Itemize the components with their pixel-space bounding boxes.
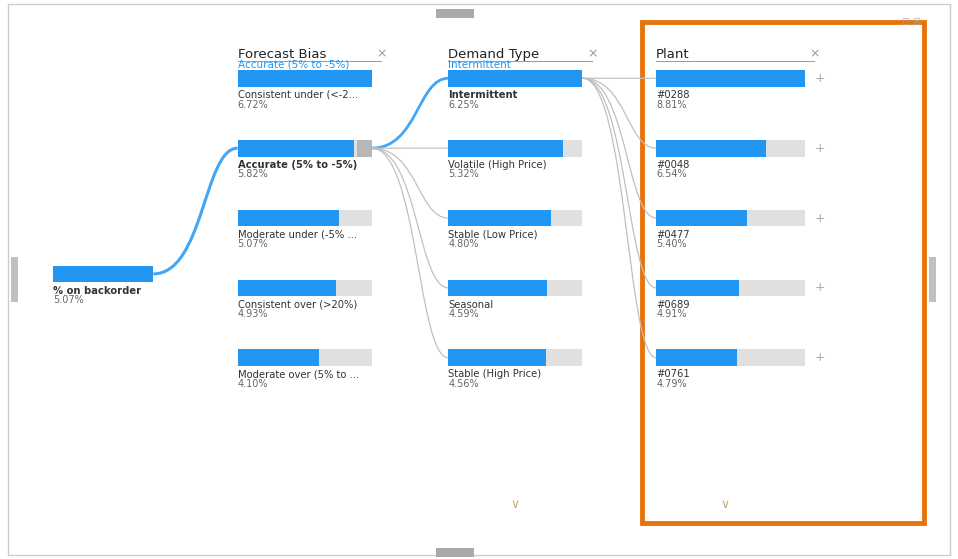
Text: Intermittent: Intermittent [448,90,517,100]
Bar [929,257,936,302]
Text: 4.59%: 4.59% [448,309,479,319]
Text: Moderate under (-5% ...: Moderate under (-5% ... [238,230,356,240]
Text: +: + [814,351,825,364]
Bar [656,140,805,157]
Bar [238,210,339,226]
Bar [656,349,805,366]
Bar [238,70,372,87]
Text: 5.40%: 5.40% [656,239,687,249]
FancyBboxPatch shape [8,4,950,555]
Bar [656,70,805,87]
Text: #0477: #0477 [656,230,690,240]
Bar [238,210,372,226]
Text: 5.07%: 5.07% [53,295,83,305]
Text: ∨: ∨ [511,498,520,511]
Text: Stable (High Price): Stable (High Price) [448,369,541,380]
Text: 5.82%: 5.82% [238,169,268,179]
Text: #0048: #0048 [656,160,690,170]
Bar [448,140,562,157]
Text: +: + [814,281,825,295]
Bar [656,210,747,226]
Bar [53,266,153,282]
Bar [448,349,546,366]
Text: Demand Type: Demand Type [448,48,539,60]
Text: ☐ ☒: ☐ ☒ [902,18,922,27]
Text: 4.56%: 4.56% [448,379,479,389]
Text: 8.81%: 8.81% [656,100,687,110]
Bar [656,140,766,157]
Text: 5.07%: 5.07% [238,239,268,249]
Text: #0288: #0288 [656,90,690,100]
Text: Moderate over (5% to ...: Moderate over (5% to ... [238,369,359,380]
Text: Consistent under (<-2...: Consistent under (<-2... [238,90,358,100]
Text: Stable (Low Price): Stable (Low Price) [448,230,537,240]
Text: % on backorder: % on backorder [53,286,141,296]
Text: 4.91%: 4.91% [656,309,687,319]
Text: ×: × [587,48,598,60]
Bar [656,349,737,366]
Text: #0689: #0689 [656,300,690,310]
Bar [448,349,582,366]
Text: 4.79%: 4.79% [656,379,687,389]
Text: Plant: Plant [656,48,690,60]
Text: Seasonal: Seasonal [448,300,493,310]
Text: 6.25%: 6.25% [448,100,479,110]
Bar [448,140,582,157]
Bar [448,210,552,226]
Bar [238,280,336,296]
Text: Intermittent: Intermittent [448,60,512,70]
Bar [436,548,474,557]
Text: 4.93%: 4.93% [238,309,268,319]
Text: +: + [814,141,825,155]
Text: 6.54%: 6.54% [656,169,687,179]
Text: Accurate (5% to -5%): Accurate (5% to -5%) [238,160,356,170]
Bar [656,70,805,87]
Bar [448,70,582,87]
Bar [357,140,372,157]
Text: 4.10%: 4.10% [238,379,268,389]
Bar [656,210,805,226]
Bar [11,257,18,302]
Bar [656,280,739,296]
Text: Consistent over (>20%): Consistent over (>20%) [238,300,356,310]
Bar [238,70,372,87]
Text: 6.72%: 6.72% [238,100,268,110]
Text: Volatile (High Price): Volatile (High Price) [448,160,547,170]
Bar [53,266,153,282]
Text: ×: × [810,48,820,60]
Text: Forecast Bias: Forecast Bias [238,48,326,60]
Text: Accurate (5% to -5%): Accurate (5% to -5%) [238,60,349,70]
Bar [238,349,372,366]
Bar [656,280,805,296]
Bar [238,140,372,157]
Bar [238,349,319,366]
FancyBboxPatch shape [642,22,924,523]
Bar [238,140,354,157]
Text: +: + [814,72,825,85]
Bar [448,280,547,296]
Text: #0761: #0761 [656,369,690,380]
Text: ×: × [376,48,387,60]
Bar [448,210,582,226]
Bar [436,9,474,18]
Text: ∨: ∨ [720,498,730,511]
Text: 5.32%: 5.32% [448,169,479,179]
Text: 4.80%: 4.80% [448,239,479,249]
Text: +: + [814,211,825,225]
Bar [448,280,582,296]
Bar [238,280,372,296]
Bar [448,70,582,87]
